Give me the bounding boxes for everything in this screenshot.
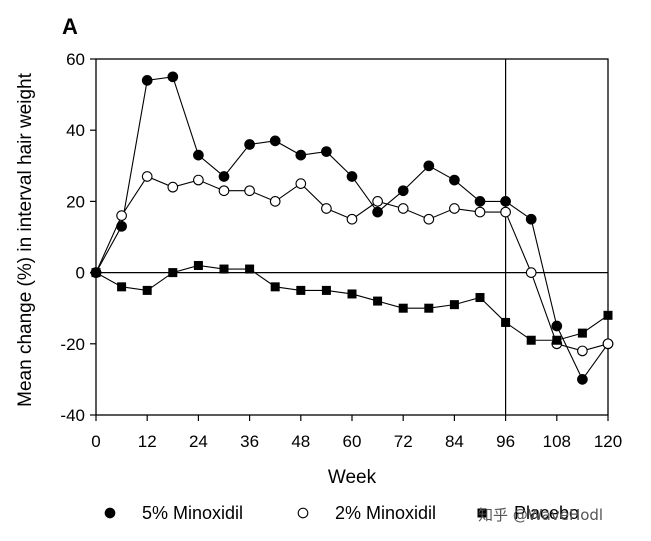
data-point-2-minoxidil (602, 338, 614, 350)
data-point-placebo (321, 285, 331, 295)
data-point-5-minoxidil (423, 160, 435, 172)
data-point-5-minoxidil (269, 135, 281, 147)
data-point-placebo (193, 260, 203, 270)
data-point-2-minoxidil (167, 181, 179, 193)
x-tick-label: 60 (343, 432, 362, 451)
y-tick-label: 20 (66, 192, 85, 211)
data-point-placebo (552, 335, 562, 345)
data-point-placebo (373, 296, 383, 306)
legend: 5% Minoxidil 2% Minoxidil Placebo (104, 503, 579, 523)
legend-marker-2-minoxidil (297, 507, 309, 519)
y-axis-label: Mean change (%) in interval hair weight (15, 72, 36, 406)
series-line-2-minoxidil (95, 175, 609, 352)
x-tick-label: 72 (394, 432, 413, 451)
legend-label-placebo: Placebo (514, 503, 579, 523)
x-axis: 0 12 24 36 48 60 72 84 96 108 120 (91, 415, 622, 451)
plot-frame (95, 58, 609, 416)
data-point-placebo (117, 282, 127, 292)
data-point-5-minoxidil (449, 174, 460, 186)
data-point-2-minoxidil (295, 178, 307, 189)
data-point-placebo (296, 285, 306, 295)
x-tick-label: 24 (189, 432, 208, 451)
legend-label-5-minoxidil: 5% Minoxidil (142, 503, 243, 523)
data-point-2-minoxidil (577, 345, 588, 357)
data-point-2-minoxidil (193, 174, 204, 186)
x-tick-label: 48 (291, 432, 310, 451)
data-point-5-minoxidil (244, 139, 255, 150)
data-point-5-minoxidil (474, 196, 486, 207)
data-point-placebo (142, 285, 152, 295)
legend-label-2-minoxidil: 2% Minoxidil (335, 503, 436, 523)
data-point-2-minoxidil (525, 267, 537, 278)
data-point-5-minoxidil (500, 196, 511, 207)
watermark: 知乎 @WaveHodl (478, 506, 603, 524)
data-point-2-minoxidil (321, 203, 332, 214)
data-point-5-minoxidil (577, 374, 588, 385)
data-point-placebo (245, 264, 255, 274)
data-point-placebo (526, 335, 536, 345)
panel-label: A (62, 14, 78, 39)
data-point-2-minoxidil (423, 213, 435, 225)
data-point-placebo (424, 303, 434, 313)
data-point-5-minoxidil (116, 220, 127, 232)
x-axis-label: Week (328, 467, 377, 488)
data-point-5-minoxidil (167, 71, 179, 83)
data-point-placebo (603, 310, 613, 320)
data-point-5-minoxidil (525, 213, 537, 225)
data-point-5-minoxidil (141, 75, 153, 86)
data-point-2-minoxidil (397, 203, 409, 214)
x-tick-label: 36 (240, 432, 259, 451)
data-point-placebo (168, 268, 178, 278)
data-point-2-minoxidil (116, 210, 127, 221)
x-tick-label: 96 (496, 432, 515, 451)
y-tick-label: -40 (60, 406, 85, 425)
data-point-2-minoxidil (141, 171, 153, 182)
series-layer (90, 71, 614, 385)
data-point-2-minoxidil (449, 203, 460, 214)
data-point-placebo (577, 328, 587, 338)
y-tick-label: 60 (66, 50, 85, 69)
y-tick-label: 0 (76, 264, 85, 283)
y-tick-label: -20 (60, 335, 85, 354)
y-axis: -40 -20 0 20 40 60 (60, 50, 96, 425)
data-point-2-minoxidil (244, 185, 255, 197)
data-point-placebo (219, 264, 229, 274)
data-point-5-minoxidil (346, 171, 358, 182)
data-point-placebo (501, 317, 511, 327)
x-tick-label: 108 (543, 432, 571, 451)
data-point-placebo (347, 289, 357, 299)
legend-marker-5-minoxidil (104, 507, 116, 519)
legend-marker-placebo (477, 508, 487, 518)
data-point-2-minoxidil (474, 206, 486, 218)
series-line-5-minoxidil (95, 76, 609, 381)
data-point-5-minoxidil (295, 149, 307, 161)
data-point-2-minoxidil (218, 185, 230, 197)
data-point-5-minoxidil (193, 149, 204, 161)
data-point-placebo (270, 282, 280, 292)
data-point-5-minoxidil (551, 320, 563, 332)
data-point-placebo (475, 293, 485, 303)
x-tick-label: 0 (91, 432, 100, 451)
data-point-2-minoxidil (269, 196, 281, 207)
x-tick-label: 84 (445, 432, 464, 451)
data-point-5-minoxidil (321, 146, 332, 157)
data-point-5-minoxidil (218, 171, 230, 182)
y-tick-label: 40 (66, 121, 85, 140)
data-point-placebo (449, 300, 459, 310)
x-tick-label: 12 (138, 432, 157, 451)
x-tick-label: 120 (594, 432, 622, 451)
data-point-2-minoxidil (346, 213, 358, 225)
data-point-2-minoxidil (500, 206, 511, 218)
data-point-5-minoxidil (372, 206, 383, 218)
data-point-placebo (398, 303, 408, 313)
data-point-placebo (91, 268, 101, 278)
data-point-2-minoxidil (372, 196, 383, 207)
data-point-5-minoxidil (397, 185, 409, 197)
